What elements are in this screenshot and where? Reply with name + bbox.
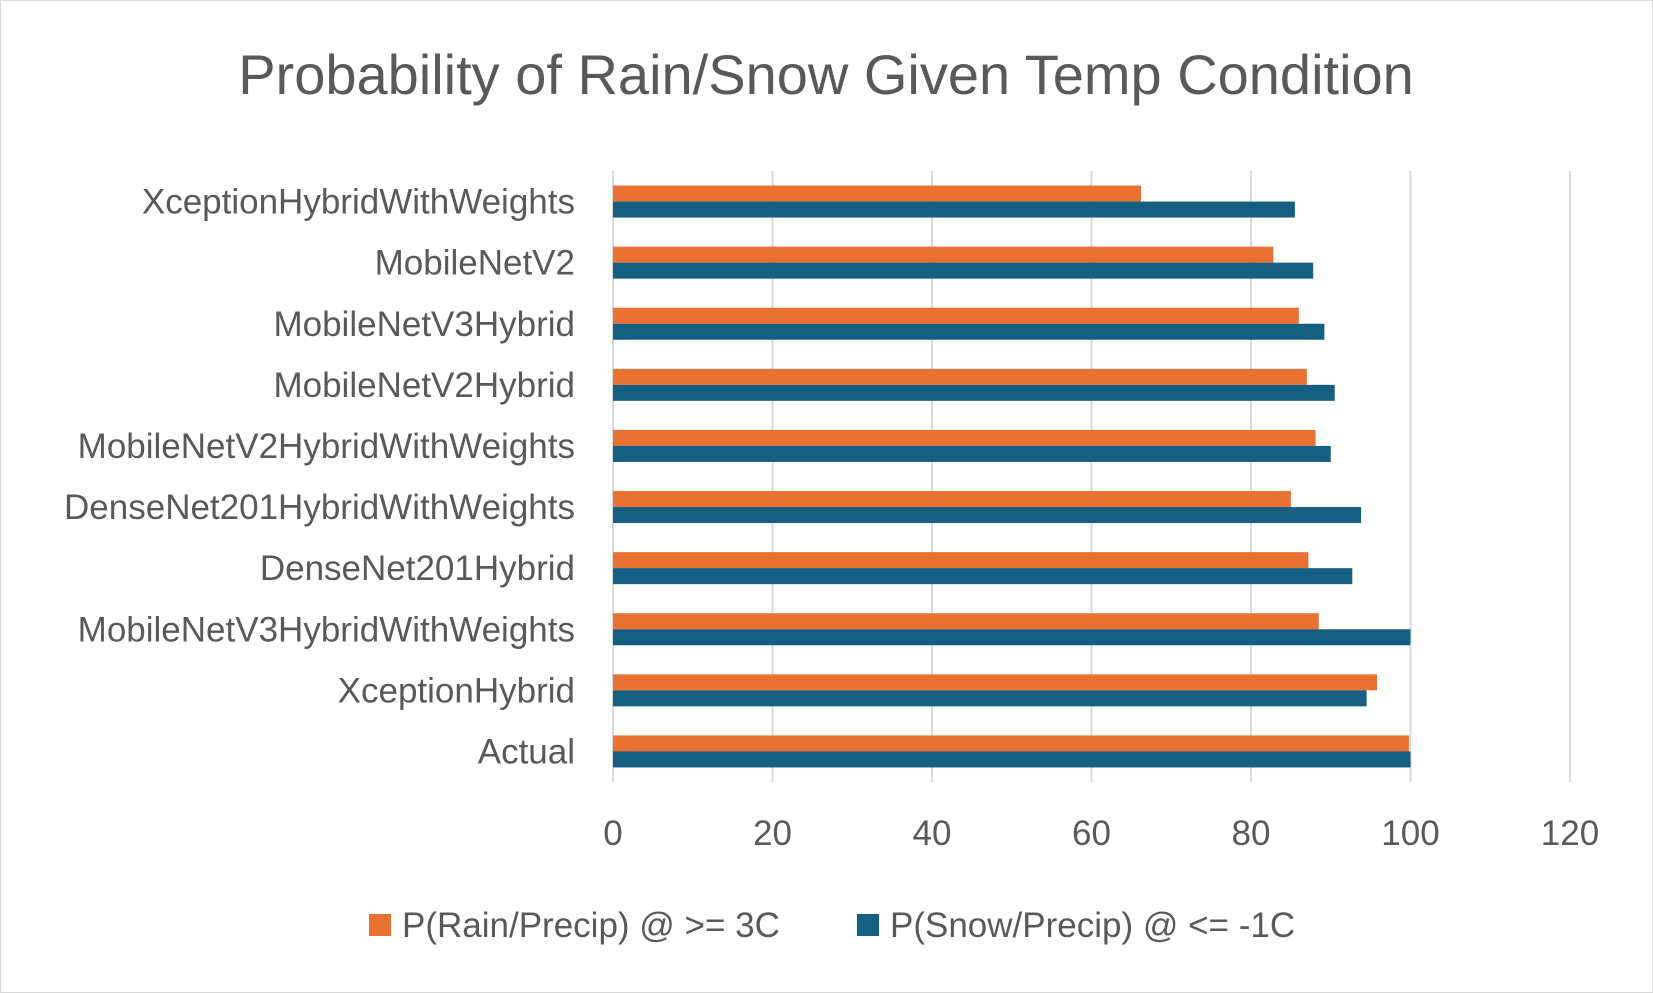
category-label: MobileNetV3Hybrid xyxy=(273,305,575,344)
x-tick-label: 120 xyxy=(1541,814,1599,853)
bar-snow-3 xyxy=(613,384,1335,401)
x-tick-label: 40 xyxy=(913,814,952,853)
bar-rain-1 xyxy=(613,246,1274,263)
chart-title: Probability of Rain/Snow Given Temp Cond… xyxy=(238,43,1414,106)
x-tick-label: 0 xyxy=(603,814,622,853)
x-tick-label: 60 xyxy=(1072,814,1111,853)
bar-rain-4 xyxy=(613,429,1316,446)
category-label: XceptionHybridWithWeights xyxy=(142,183,575,222)
bar-snow-5 xyxy=(613,507,1362,524)
category-label: MobileNetV2Hybrid xyxy=(273,366,575,405)
bar-snow-6 xyxy=(613,568,1353,585)
bar-rain-9 xyxy=(613,735,1409,752)
bar-snow-8 xyxy=(613,690,1367,707)
bars xyxy=(613,185,1411,768)
legend-label-snow: P(Snow/Precip) @ <= -1C xyxy=(890,906,1295,945)
bar-snow-7 xyxy=(613,629,1411,646)
category-labels: XceptionHybridWithWeights MobileNetV2 Mobi… xyxy=(64,183,575,772)
bar-rain-7 xyxy=(613,613,1319,630)
bar-rain-5 xyxy=(613,491,1291,508)
bar-rain-2 xyxy=(613,307,1299,324)
bar-rain-0 xyxy=(613,185,1141,202)
bar-snow-9 xyxy=(613,751,1411,768)
category-label: DenseNet201HybridWithWeights xyxy=(64,488,575,527)
bar-snow-0 xyxy=(613,201,1295,218)
x-axis-ticks: 0 20 40 60 80 100 120 xyxy=(603,814,1599,853)
legend-label-rain: P(Rain/Precip) @ >= 3C xyxy=(402,906,780,945)
bar-rain-8 xyxy=(613,674,1378,691)
legend: P(Rain/Precip) @ >= 3C P(Snow/Precip) @ <… xyxy=(369,906,1295,945)
category-label: MobileNetV3HybridWithWeights xyxy=(78,610,575,649)
category-label: Actual xyxy=(478,732,575,771)
bar-snow-2 xyxy=(613,323,1325,340)
bar-snow-1 xyxy=(613,262,1314,279)
bar-rain-6 xyxy=(613,552,1309,569)
x-tick-label: 80 xyxy=(1232,814,1271,853)
category-label: MobileNetV2HybridWithWeights xyxy=(78,427,575,466)
category-label: MobileNetV2 xyxy=(375,244,575,283)
bar-snow-4 xyxy=(613,445,1331,462)
legend-swatch-snow xyxy=(857,914,879,936)
category-label: DenseNet201Hybrid xyxy=(260,549,575,588)
x-tick-label: 100 xyxy=(1381,814,1439,853)
bar-rain-3 xyxy=(613,368,1307,385)
category-label: XceptionHybrid xyxy=(338,671,575,710)
x-tick-label: 20 xyxy=(753,814,792,853)
legend-swatch-rain xyxy=(369,914,391,936)
